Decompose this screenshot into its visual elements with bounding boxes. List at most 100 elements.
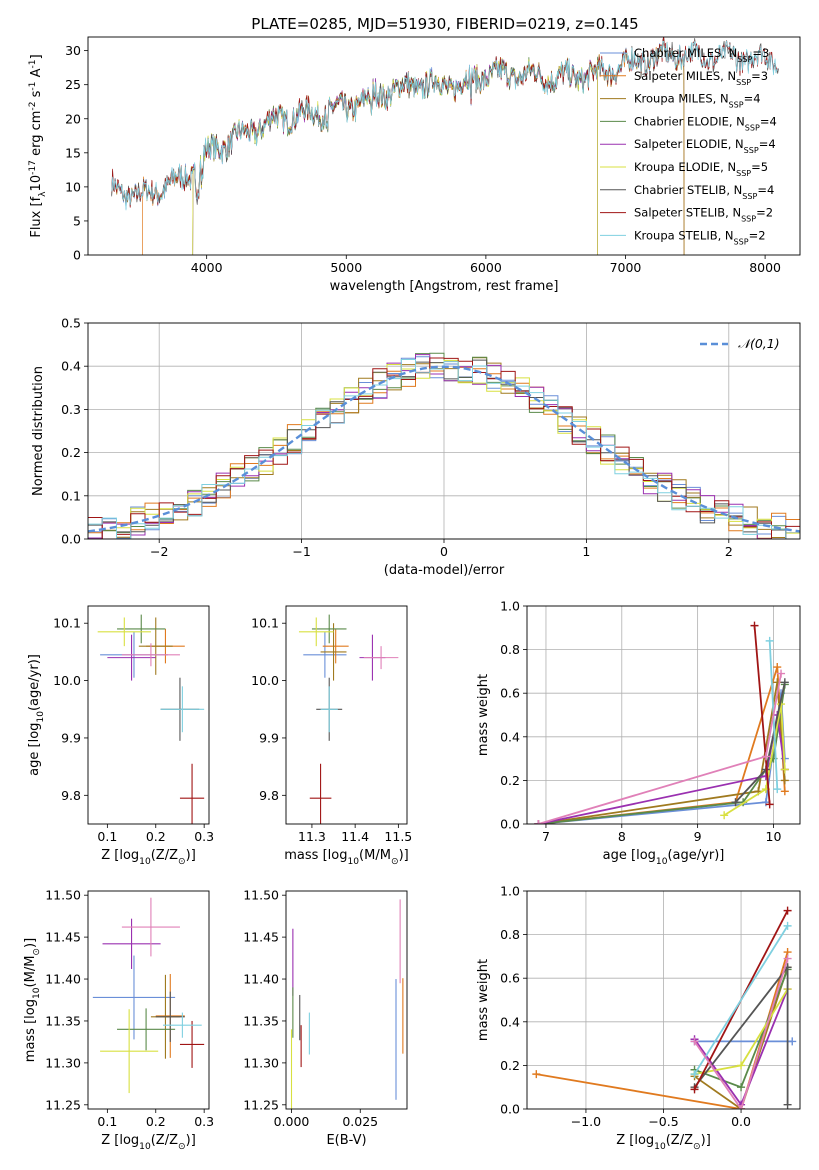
x-tick-label: 0 [440, 544, 448, 559]
weight-line-salpeter-stelib [753, 625, 771, 805]
y-tick-label: 10.1 [53, 616, 81, 631]
x-tick-label: 2 [725, 544, 733, 559]
y-tick-label: 15 [65, 145, 81, 160]
x-tick-label: 0.2 [146, 829, 166, 844]
plot-area [298, 614, 399, 824]
y-tick-label: 0.1 [61, 488, 81, 503]
x-tick-label: 6000 [470, 260, 502, 275]
y-tick-label: 10.1 [251, 616, 279, 631]
y-tick-label: 0.0 [500, 1102, 520, 1117]
y-tick-label: 11.45 [45, 930, 81, 945]
weight-marker-salpeter-stelib [750, 621, 759, 630]
histogram-chabrier-stelib [88, 359, 800, 539]
spectrum-kroupa-miles [111, 39, 685, 255]
y-tick-label: 0.2 [500, 1058, 520, 1073]
x-tick-label: 4000 [191, 260, 223, 275]
weight-marker-kroupa-stelib [765, 636, 774, 645]
y-tick-label: 0.8 [500, 927, 520, 942]
legend: 𝒩(0,1) [700, 336, 780, 351]
plot-area [111, 37, 779, 255]
weight-marker-chabrier-elodie [737, 1083, 746, 1092]
axes-frame [87, 322, 801, 540]
weight-marker-salpeter-miles [780, 787, 789, 796]
weight-marker-salpeter-stelib [765, 800, 774, 809]
weight-marker-kroupa-elodie [720, 811, 729, 820]
panel-spectrum: 4000 5000 6000 7000 8000 0 5 10 15 20 25 30 waveleng… [28, 36, 801, 294]
y-tick-label: 11.25 [45, 1097, 81, 1112]
y-tick-label: 0.0 [61, 532, 81, 547]
y-tick-label: 11.40 [243, 972, 279, 987]
weight-marker-extra-pink [534, 820, 543, 824]
histogram-kroupa-stelib [88, 359, 800, 539]
x-tick-label: 0.025 [342, 1114, 378, 1129]
y-tick-label: 0.5 [61, 316, 81, 331]
y-tick-label: 11.25 [243, 1097, 279, 1112]
x-tick-label: 8 [618, 829, 626, 844]
legend-entry: Kroupa MILES, NSSP=4 [634, 92, 761, 110]
x-tick-label: 0.3 [194, 829, 214, 844]
weight-marker-chabrier-stelib [783, 1100, 792, 1109]
x-axis-label: age [log10(age/yr)] [603, 848, 725, 867]
panel-mass_vs_EBV: 0.000 0.025 11.25 11.30 11.35 11.40 11.45 11.50… [243, 888, 408, 1148]
y-tick-label: 11.50 [243, 888, 279, 903]
axes-frame [526, 890, 801, 1110]
panel-mass_vs_Z: 0.1 0.2 0.3 11.25 11.30 11.35 11.40 11.45 11.50 Z… [23, 888, 214, 1152]
spectrum-kroupa-stelib [111, 40, 779, 211]
x-tick-label: 7 [542, 829, 550, 844]
x-tick-label: 11.4 [341, 829, 369, 844]
y-tick-label: 0.2 [61, 445, 81, 460]
legend-entry: Chabrier ELODIE, NSSP=4 [634, 114, 777, 131]
x-axis-label: E(B-V) [326, 1133, 366, 1148]
y-tick-label: 0.4 [61, 359, 81, 374]
plot-area [532, 906, 797, 1109]
panel-weight_vs_Z: −1.0 −0.5 0.0 0.0 0.2 0.4 0.6 0.8 1.0 Z [log10(Z/… [476, 884, 801, 1152]
weight-marker-kroupa-miles [780, 776, 789, 785]
y-tick-label: 9.8 [259, 788, 279, 803]
normal-curve [88, 365, 800, 533]
y-tick-label: 0.8 [500, 642, 520, 657]
weight-marker-kroupa-stelib [690, 1070, 699, 1079]
weight-marker-kroupa-elodie [737, 1061, 746, 1070]
x-tick-label: 8000 [749, 260, 781, 275]
x-axis-label: Z [log10(Z/Z⊙)] [101, 1133, 196, 1152]
legend-entry: Chabrier MILES, NSSP=3 [634, 46, 769, 64]
weight-marker-kroupa-stelib [783, 921, 792, 930]
y-tick-label: 0.0 [500, 817, 520, 832]
weight-marker-extra-pink [783, 954, 792, 963]
y-tick-label: 30 [65, 43, 81, 58]
weight-marker-salpeter-miles [532, 1070, 541, 1079]
x-tick-label: 0.1 [97, 1114, 117, 1129]
weight-line-chabrier-miles [538, 693, 786, 824]
weight-line-kroupa-elodie [723, 703, 786, 817]
panel-residuals: −2 −1 0 1 2 0.0 0.1 0.2 0.3 0.4 0.5 (data-model)/er… [31, 316, 801, 578]
panel-age_vs_mass: 11.3 11.4 11.5 9.8 9.9 10.0 10.1 mass [log10(M/… [251, 605, 412, 867]
axes-frame [87, 36, 801, 256]
legend-entry: Salpeter STELIB, NSSP=2 [634, 206, 773, 224]
axes-frame [87, 890, 210, 1110]
weight-marker-kroupa-stelib [773, 785, 782, 794]
legend-entry: Salpeter MILES, NSSP=3 [634, 69, 768, 87]
y-tick-label: 10.0 [53, 673, 81, 688]
x-tick-label: 9 [694, 829, 702, 844]
y-tick-label: 0.4 [500, 729, 520, 744]
y-axis-label: mass weight [476, 959, 491, 1041]
y-tick-label: 11.30 [45, 1055, 81, 1070]
y-tick-label: 11.50 [45, 888, 81, 903]
y-axis-label: Normed distribution [31, 366, 46, 496]
x-axis-label: (data-model)/error [384, 563, 505, 578]
legend-entry: Kroupa ELODIE, NSSP=5 [634, 160, 768, 178]
y-tick-label: 11.45 [243, 930, 279, 945]
x-tick-label: 10 [766, 829, 782, 844]
x-tick-label: −1 [292, 544, 310, 559]
x-axis-label: Z [log10(Z/Z⊙)] [616, 1133, 711, 1152]
legend-entry: Salpeter ELODIE, NSSP=4 [634, 137, 776, 155]
x-tick-label: 0.000 [274, 1114, 310, 1129]
x-tick-label: 11.5 [384, 829, 412, 844]
weight-line-salpeter-miles [536, 951, 789, 1109]
y-tick-label: 11.30 [243, 1055, 279, 1070]
weight-marker-salpeter-stelib [690, 1085, 699, 1094]
y-tick-label: 10 [65, 179, 81, 194]
x-tick-label: 0.0 [731, 1114, 751, 1129]
x-axis-label: Z [log10(Z/Z⊙)] [101, 848, 196, 867]
plot-area [88, 352, 800, 539]
